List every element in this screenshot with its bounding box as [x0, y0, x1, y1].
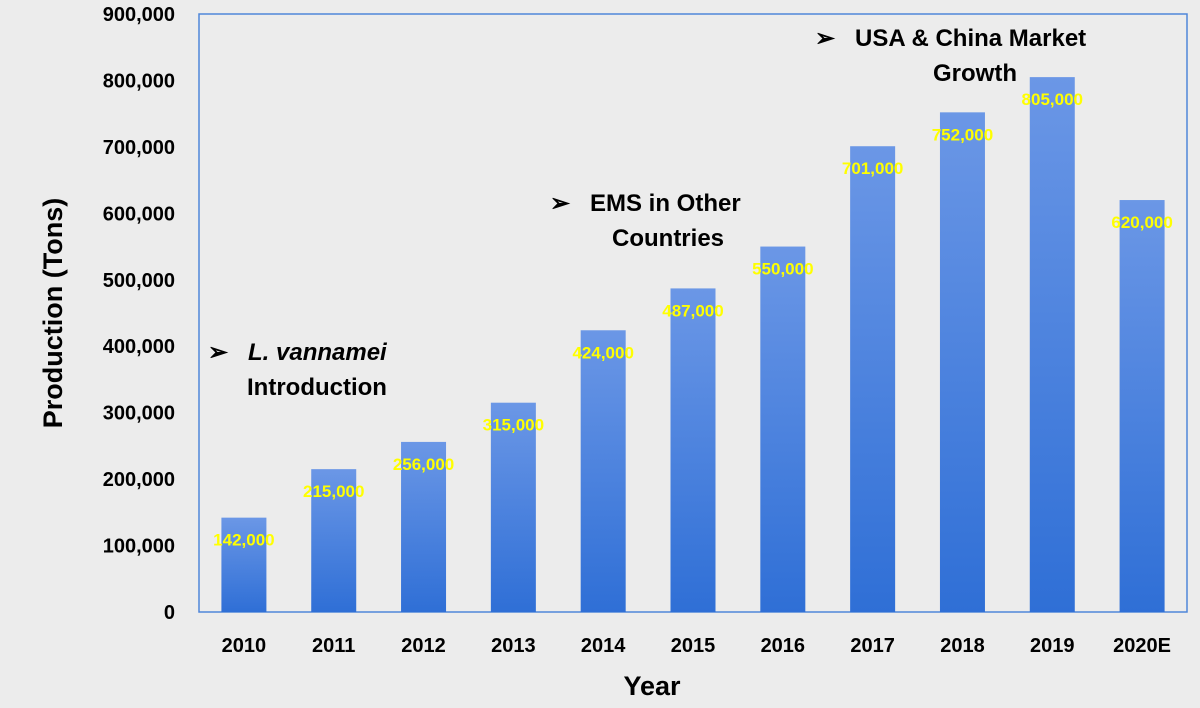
x-tick-label-2019: 2019	[1030, 635, 1075, 657]
bar-2016	[760, 246, 806, 613]
y-tick-label: 0	[164, 602, 175, 624]
x-tick-label-2015: 2015	[671, 635, 716, 657]
annotation-ems-line2: Countries	[612, 225, 724, 252]
y-tick-label: 700,000	[103, 137, 175, 159]
annotation-usa-china-line2: Growth	[933, 60, 1017, 87]
x-tick-label-2017: 2017	[850, 635, 895, 657]
x-tick-label-2013: 2013	[491, 635, 536, 657]
bar-2011	[311, 469, 357, 612]
annotation-vannamei-line2: Introduction	[247, 374, 387, 401]
x-tick-label-2010: 2010	[222, 635, 267, 657]
bar-2017	[850, 146, 896, 613]
x-tick-label-2011: 2011	[312, 635, 355, 657]
bar-2019	[1029, 77, 1075, 613]
y-tick-label: 500,000	[103, 270, 175, 292]
data-label-2017: 701,000	[842, 159, 903, 178]
annotation-ems-line1: EMS in Other	[590, 190, 741, 217]
data-label-2011: 215,000	[303, 482, 364, 501]
bar-2015	[670, 288, 716, 612]
data-label-2019: 805,000	[1022, 90, 1083, 109]
data-label-2013: 315,000	[483, 416, 544, 435]
y-tick-label: 800,000	[103, 70, 175, 92]
y-tick-label: 600,000	[103, 203, 175, 225]
annotation-usa-china-line1: USA & China Market	[855, 25, 1086, 52]
annotation-bullet-icon: ➢	[550, 190, 571, 217]
x-tick-label-2018: 2018	[940, 635, 985, 657]
annotation-vannamei: ➢ L. vannamei Introduction	[208, 339, 388, 401]
annotation-usa-china: ➢ USA & China Market Growth	[815, 25, 1086, 87]
x-tick-label-2012: 2012	[401, 635, 446, 657]
annotation-vannamei-line1: L. vannamei	[248, 339, 388, 366]
annotation-bullet-icon: ➢	[208, 339, 229, 366]
y-tick-label: 200,000	[103, 469, 175, 491]
bar-2014	[580, 330, 626, 612]
x-tick-label-2020E: 2020E	[1113, 635, 1171, 657]
data-label-2020E: 620,000	[1111, 213, 1172, 232]
y-tick-label: 100,000	[103, 536, 175, 558]
bar-2012	[401, 441, 447, 612]
x-tick-label-2014: 2014	[581, 635, 626, 657]
bar-2018	[939, 112, 985, 613]
y-axis-title: Production (Tons)	[38, 198, 68, 428]
annotation-ems: ➢ EMS in Other Countries	[550, 190, 741, 252]
data-label-2010: 142,000	[213, 531, 274, 550]
data-label-2016: 550,000	[752, 260, 813, 279]
data-label-2014: 424,000	[572, 343, 633, 362]
y-tick-label: 900,000	[103, 4, 175, 26]
data-label-2018: 752,000	[932, 125, 993, 144]
annotation-bullet-icon: ➢	[815, 25, 836, 52]
bar-2010	[221, 517, 267, 612]
y-tick-label: 300,000	[103, 403, 175, 425]
x-tick-label-2016: 2016	[761, 635, 806, 657]
x-axis-title: Year	[623, 671, 681, 701]
data-label-2015: 487,000	[662, 301, 723, 320]
bar-2020E	[1119, 200, 1165, 613]
bar-2013	[490, 402, 536, 612]
data-label-2012: 256,000	[393, 455, 454, 474]
y-tick-label: 400,000	[103, 336, 175, 358]
